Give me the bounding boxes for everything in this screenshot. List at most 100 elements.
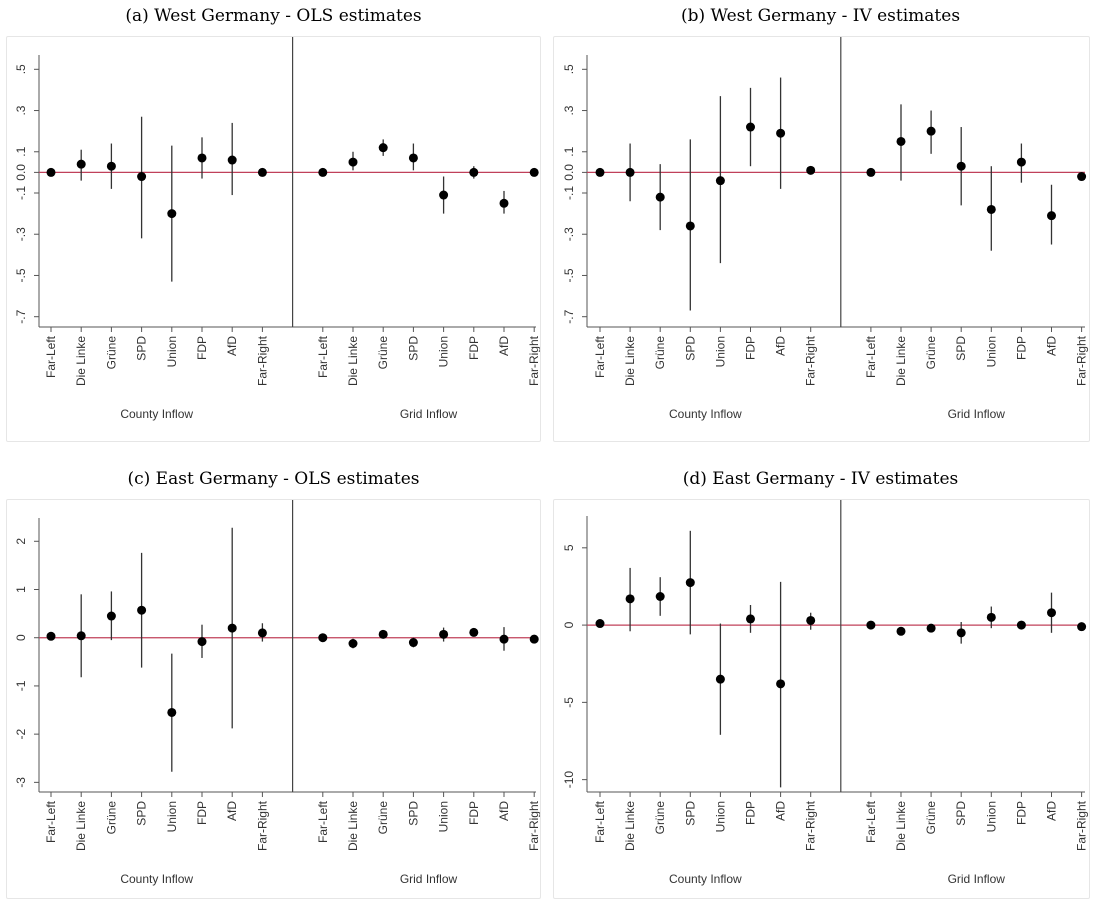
x-tick-label-1-5: FDP xyxy=(467,801,481,825)
group-label-0: County Inflow xyxy=(120,872,193,886)
x-tick-label-1-6: AfD xyxy=(497,801,511,821)
chart-c: 2 1 0 -1 -2 -3 Far-Left Die Linke Grüne SPD Union F… xyxy=(14,500,541,886)
panel-title-b: (b) West Germany - IV estimates xyxy=(680,6,961,26)
estimate-point-0-1 xyxy=(76,631,86,641)
y-tick-label: -5 xyxy=(562,697,576,708)
x-tick-label-0-3: SPD xyxy=(135,801,149,826)
x-tick-label-1-4: Union xyxy=(984,336,998,367)
estimate-point-0-5 xyxy=(197,153,207,163)
estimate-point-0-6 xyxy=(227,623,237,633)
estimate-point-1-3 xyxy=(408,638,418,648)
estimate-point-0-5 xyxy=(197,637,207,647)
chart-panel-b: .5 .3 .1 0.0 -.1 -.3 -.5 -.7 Far-Left Die Linke Gr… xyxy=(553,36,1090,442)
x-tick-label-0-2: Grüne xyxy=(104,801,118,835)
x-tick-label-1-7: Far-Right xyxy=(527,800,540,851)
estimate-point-1-0 xyxy=(318,167,328,177)
estimate-point-1-6 xyxy=(1047,608,1056,618)
estimate-point-1-4 xyxy=(439,190,449,200)
estimate-point-1-7 xyxy=(1077,172,1087,182)
chart-b: .5 .3 .1 0.0 -.1 -.3 -.5 -.7 Far-Left Die Linke Gr… xyxy=(562,37,1089,421)
x-tick-label-0-5: FDP xyxy=(744,801,758,825)
estimate-point-0-7 xyxy=(257,628,267,638)
estimate-point-1-1 xyxy=(896,136,906,146)
y-tick-label: -.7 xyxy=(14,309,28,323)
estimate-point-1-1 xyxy=(348,639,358,648)
x-tick-label-1-7: Far-Right xyxy=(1075,800,1089,851)
panel-title-c: (c) East Germany - OLS estimates xyxy=(127,469,420,489)
x-tick-label-1-5: FDP xyxy=(1014,801,1028,825)
x-tick-label-0-5: FDP xyxy=(195,336,209,360)
y-tick-label: .5 xyxy=(562,64,576,74)
estimate-point-1-7 xyxy=(529,167,539,177)
y-tick-label: .5 xyxy=(14,64,28,74)
x-tick-label-0-1: Die Linke xyxy=(74,801,88,851)
y-tick-label: -.1 xyxy=(14,186,28,200)
estimate-point-0-4 xyxy=(167,707,177,717)
x-tick-label-1-4: Union xyxy=(437,801,451,832)
estimate-point-0-5 xyxy=(746,614,755,624)
panel-title-d: (d) East Germany - IV estimates xyxy=(682,469,959,489)
estimate-point-0-2 xyxy=(106,161,116,171)
estimate-point-0-4 xyxy=(715,176,725,186)
x-tick-label-1-4: Union xyxy=(437,336,451,367)
x-tick-label-1-2: Grüne xyxy=(924,336,938,370)
estimate-point-0-3 xyxy=(137,172,147,182)
estimate-point-1-3 xyxy=(956,161,966,171)
x-tick-label-0-4: Union xyxy=(713,801,727,832)
estimate-point-1-2 xyxy=(378,629,388,639)
x-tick-label-1-3: SPD xyxy=(406,801,420,826)
group-label-0: County Inflow xyxy=(120,407,193,421)
estimate-point-0-0 xyxy=(595,619,605,629)
y-tick-label: 0.0 xyxy=(562,164,576,181)
x-tick-label-0-6: AfD xyxy=(774,336,788,356)
estimate-point-0-3 xyxy=(137,605,147,615)
x-tick-label-0-3: SPD xyxy=(683,801,697,826)
x-tick-label-1-3: SPD xyxy=(406,336,420,361)
estimate-point-0-6 xyxy=(227,155,237,165)
estimate-point-1-2 xyxy=(926,623,936,633)
x-tick-label-0-1: Die Linke xyxy=(623,801,637,851)
y-tick-label: .3 xyxy=(562,105,576,115)
x-tick-label-1-2: Grüne xyxy=(924,801,938,835)
x-tick-label-0-2: Grüne xyxy=(653,801,667,835)
group-label-0: County Inflow xyxy=(669,872,742,886)
x-tick-label-1-1: Die Linke xyxy=(894,801,908,851)
estimate-point-0-0 xyxy=(46,631,56,641)
y-tick-label: -2 xyxy=(14,728,28,739)
x-tick-label-1-6: AfD xyxy=(497,336,511,356)
y-tick-label: -3 xyxy=(14,777,28,788)
y-tick-label: -.1 xyxy=(562,186,576,200)
x-tick-label-1-2: Grüne xyxy=(376,336,390,370)
x-tick-label-1-7: Far-Right xyxy=(527,335,540,386)
x-tick-label-0-6: AfD xyxy=(774,801,788,821)
estimate-point-1-3 xyxy=(408,153,418,163)
x-tick-label-0-2: Grüne xyxy=(653,336,667,370)
x-tick-label-0-7: Far-Right xyxy=(804,335,818,386)
x-tick-label-1-0: Far-Left xyxy=(864,335,878,378)
x-tick-label-1-1: Die Linke xyxy=(346,336,360,386)
estimate-point-0-4 xyxy=(167,209,177,219)
estimate-point-0-1 xyxy=(625,167,635,177)
estimate-point-0-0 xyxy=(595,167,605,177)
y-tick-label: .1 xyxy=(14,146,28,156)
x-tick-label-0-0: Far-Left xyxy=(593,800,607,843)
y-tick-label: 5 xyxy=(562,544,576,551)
estimate-point-0-6 xyxy=(776,679,786,689)
estimate-point-1-1 xyxy=(348,157,358,167)
estimate-point-1-7 xyxy=(1077,622,1087,632)
estimate-point-1-6 xyxy=(1047,211,1056,221)
estimate-point-0-2 xyxy=(106,611,116,621)
y-tick-label: .3 xyxy=(14,105,28,115)
y-tick-label: 0 xyxy=(562,621,576,628)
estimate-point-1-7 xyxy=(529,634,539,644)
group-label-1: Grid Inflow xyxy=(948,872,1006,886)
estimate-point-1-6 xyxy=(499,198,509,208)
x-tick-label-0-2: Grüne xyxy=(104,336,118,370)
y-tick-label: -10 xyxy=(562,771,576,789)
estimate-point-1-1 xyxy=(896,626,906,636)
estimate-point-1-3 xyxy=(956,628,966,638)
estimate-point-0-2 xyxy=(655,592,665,601)
x-tick-label-1-0: Far-Left xyxy=(316,800,330,843)
y-tick-label: -.7 xyxy=(562,309,576,323)
estimate-point-0-1 xyxy=(76,159,86,169)
